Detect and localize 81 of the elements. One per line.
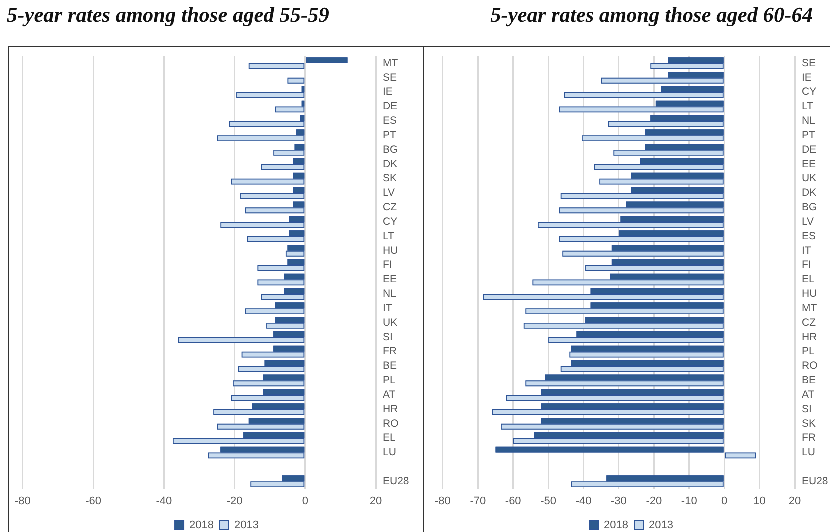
y-tick-label: LT bbox=[383, 230, 396, 242]
y-tick-label: DE bbox=[383, 100, 398, 113]
y-tick-label: ES bbox=[383, 115, 398, 128]
x-tick-label: -40 bbox=[576, 495, 592, 508]
y-tick-label: EL bbox=[383, 432, 396, 444]
y-tick-label: RO bbox=[383, 418, 399, 430]
x-tick-label: -50 bbox=[540, 495, 557, 508]
y-tick-label: DE bbox=[802, 144, 817, 156]
y-tick-label: HR bbox=[383, 403, 399, 416]
y-tick-label: UK bbox=[802, 172, 817, 185]
y-tick-label: EE bbox=[802, 158, 816, 170]
y-tick-label: ES bbox=[802, 230, 816, 242]
legend-label: 2018 bbox=[604, 520, 629, 532]
y-tick-label: CZ bbox=[802, 316, 817, 329]
y-tick-label: EU28 bbox=[802, 475, 828, 488]
y-tick-label: SE bbox=[383, 72, 398, 84]
y-tick-label: EL bbox=[802, 274, 816, 286]
chart-title: 5-year rates among those aged 55-59 bbox=[7, 3, 330, 28]
y-tick-label: SI bbox=[802, 403, 812, 416]
x-tick-label: 0 bbox=[302, 495, 308, 508]
y-tick-label: FR bbox=[383, 346, 398, 358]
x-tick-label: 0 bbox=[722, 495, 728, 508]
y-tick-label: DK bbox=[383, 158, 398, 170]
x-tick-label: -60 bbox=[86, 495, 102, 508]
y-tick-label: DK bbox=[802, 187, 817, 200]
x-tick-label: 20 bbox=[788, 495, 802, 508]
y-tick-label: PT bbox=[802, 129, 816, 142]
y-tick-label: EE bbox=[383, 274, 398, 286]
y-tick-label: NL bbox=[802, 115, 816, 128]
y-tick-label: SK bbox=[802, 418, 816, 430]
x-tick-label: -10 bbox=[681, 495, 698, 508]
y-tick-label: HU bbox=[802, 288, 818, 300]
y-tick-label: HU bbox=[383, 244, 398, 257]
y-tick-label: MT bbox=[383, 57, 399, 70]
y-tick-label: LV bbox=[802, 216, 814, 228]
y-tick-label: LU bbox=[802, 446, 816, 459]
y-tick-label: IE bbox=[383, 86, 393, 98]
y-tick-label: AT bbox=[802, 388, 816, 401]
y-tick-label: CY bbox=[802, 86, 817, 98]
x-tick-label: 20 bbox=[370, 495, 382, 508]
x-tick-label: -20 bbox=[226, 495, 243, 508]
x-tick-label: -70 bbox=[470, 495, 486, 508]
y-tick-label: SI bbox=[383, 331, 393, 344]
y-tick-label: HR bbox=[802, 331, 818, 344]
y-tick-label: FI bbox=[802, 259, 812, 272]
y-tick-label: BG bbox=[802, 202, 818, 214]
y-tick-label: MT bbox=[802, 302, 818, 314]
y-tick-label: CZ bbox=[383, 202, 398, 214]
y-tick-label: PT bbox=[383, 129, 398, 142]
y-tick-label: IT bbox=[802, 244, 812, 257]
legend-label: 2013 bbox=[649, 520, 674, 532]
y-tick-label: LT bbox=[802, 100, 814, 113]
y-tick-label: NL bbox=[383, 288, 397, 300]
legend-label: 2018 bbox=[190, 520, 214, 532]
y-tick-label: EU28 bbox=[383, 475, 410, 488]
y-tick-label: RO bbox=[802, 360, 818, 372]
y-tick-label: SK bbox=[383, 172, 398, 185]
x-tick-label: -80 bbox=[14, 495, 31, 508]
y-tick-label: FR bbox=[802, 432, 816, 444]
y-tick-label: PL bbox=[383, 374, 396, 387]
x-tick-label: 10 bbox=[754, 495, 766, 508]
x-tick-label: -30 bbox=[611, 495, 627, 508]
y-tick-label: CY bbox=[383, 216, 398, 228]
y-tick-label: BE bbox=[802, 374, 816, 387]
x-tick-label: -60 bbox=[505, 495, 522, 508]
y-tick-label: FI bbox=[383, 259, 392, 272]
y-tick-label: SE bbox=[802, 57, 816, 70]
y-tick-label: IE bbox=[802, 72, 812, 84]
y-tick-label: IT bbox=[383, 302, 393, 314]
x-tick-label: -20 bbox=[646, 495, 662, 508]
y-tick-label: LV bbox=[383, 187, 396, 200]
y-tick-label: LU bbox=[383, 446, 396, 459]
legend-label: 2013 bbox=[234, 520, 259, 532]
x-tick-label: -40 bbox=[156, 495, 172, 508]
y-tick-label: AT bbox=[383, 388, 396, 401]
x-tick-label: -80 bbox=[434, 495, 451, 508]
y-tick-label: BG bbox=[383, 144, 398, 156]
y-tick-label: BE bbox=[383, 360, 398, 372]
chart-title: 5-year rates among those aged 60-64 bbox=[490, 3, 813, 28]
y-tick-label: UK bbox=[383, 316, 398, 329]
y-tick-label: PL bbox=[802, 346, 816, 358]
